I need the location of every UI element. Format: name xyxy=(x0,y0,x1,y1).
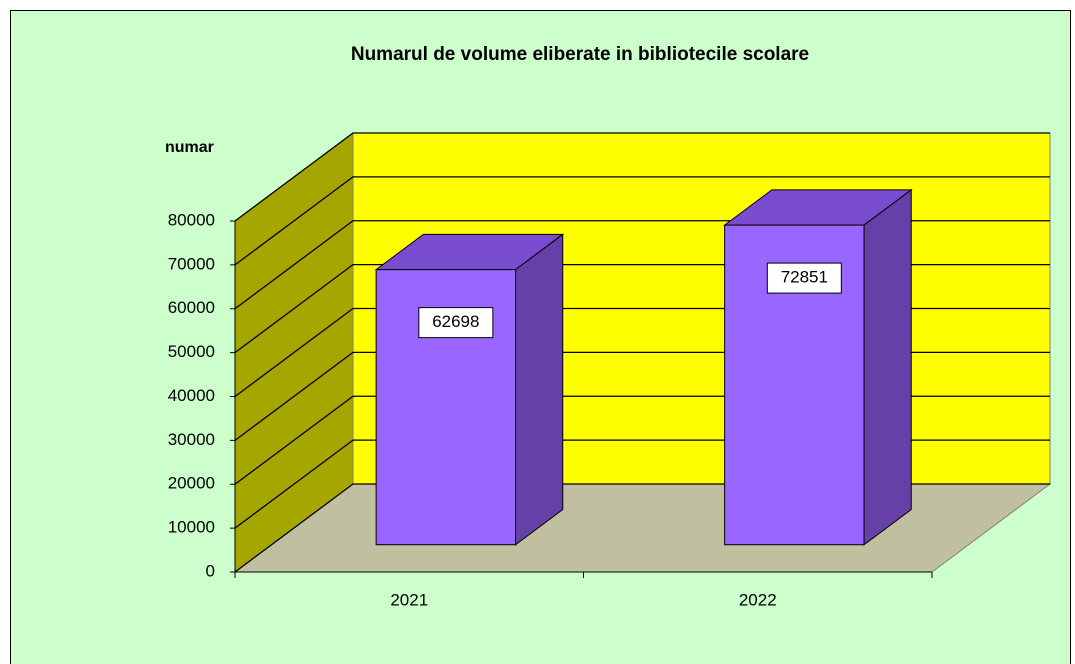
x-tick-label: 2021 xyxy=(390,590,428,609)
y-tick-label: 70000 xyxy=(168,254,215,273)
grid-line xyxy=(234,176,1050,266)
data-label-box xyxy=(766,262,842,294)
floor xyxy=(233,483,1052,573)
x-tick-label: 2022 xyxy=(739,590,777,609)
bar-side xyxy=(863,188,912,546)
y-tick-label: 20000 xyxy=(168,474,215,493)
y-axis-label: numar xyxy=(165,139,214,156)
grid-line xyxy=(234,132,1050,222)
y-tick-label: 40000 xyxy=(168,386,215,405)
y-tick-label: 60000 xyxy=(168,298,215,317)
y-tick-label: 10000 xyxy=(168,518,215,537)
y-tick-label: 50000 xyxy=(168,342,215,361)
bar-side xyxy=(515,233,564,546)
data-label: 72851 xyxy=(781,268,828,287)
y-tick-label: 80000 xyxy=(168,210,215,229)
y-tick-label: 30000 xyxy=(168,430,215,449)
chart-title: Numarul de volume eliberate in bibliotec… xyxy=(351,44,809,65)
data-label: 62698 xyxy=(432,312,479,331)
data-label-box xyxy=(418,307,494,339)
y-tick-label: 0 xyxy=(206,561,215,580)
